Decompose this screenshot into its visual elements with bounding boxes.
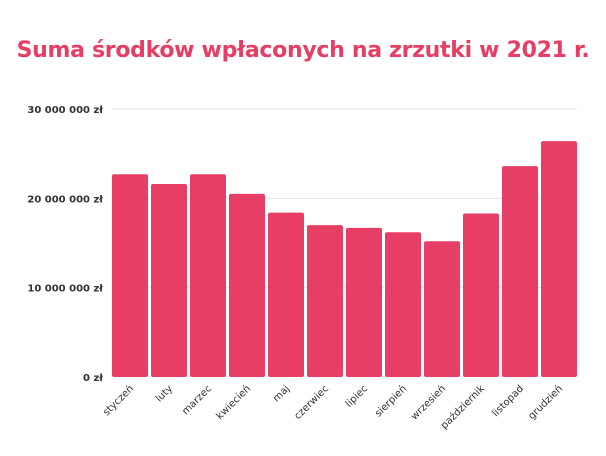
bar [463,213,499,377]
bar [346,227,382,377]
x-tick-label: maj [271,383,292,404]
bar [307,225,343,377]
bar [424,241,460,377]
chart-title: Suma środków wpłaconych na zrzutki w 202… [16,38,590,63]
x-tick-label: kwiecień [214,383,253,422]
bar [229,193,265,377]
bar [268,212,304,377]
bar [385,232,421,377]
y-tick-label: 0 zł [83,373,103,384]
x-tick-label: styczeń [101,383,137,419]
x-tick-label: sierpień [372,383,409,420]
y-tick-label: 10 000 000 zł [27,284,103,295]
x-tick-label: czerwiec [292,383,331,422]
x-tick-label: grudzień [526,383,565,422]
x-tick-label: wrzesień [408,383,448,423]
x-tick-label: listopad [490,383,526,419]
bar [151,184,187,377]
x-tick-label: lipiec [344,383,370,409]
bar [190,174,226,377]
y-tick-label: 30 000 000 zł [27,105,103,116]
bar [112,174,148,377]
y-tick-label: 20 000 000 zł [27,194,103,205]
x-tick-label: luty [154,383,175,404]
x-tick-label: marzec [180,383,214,417]
bar [541,141,577,377]
bar [502,166,538,377]
